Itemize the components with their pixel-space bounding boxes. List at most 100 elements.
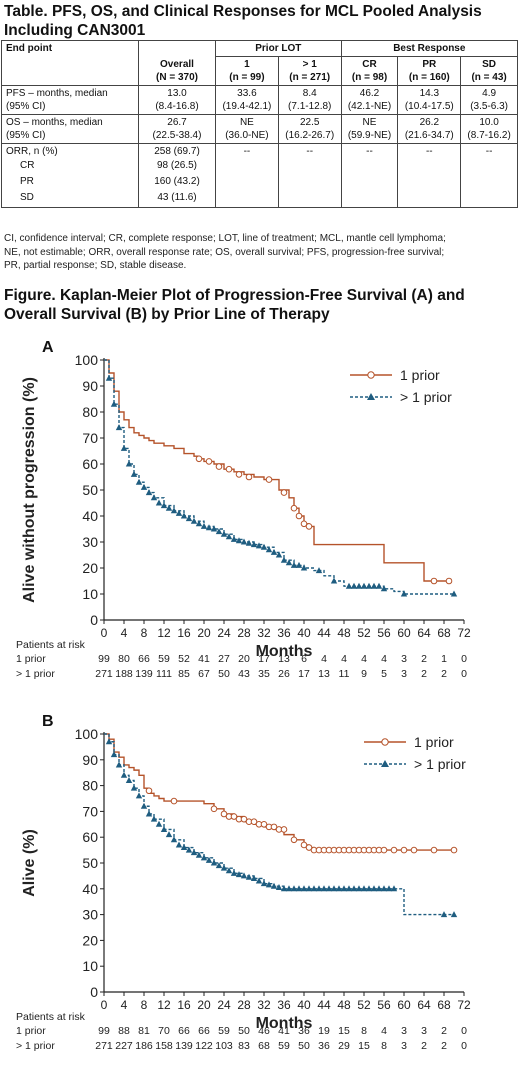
y-tick-label: 20 (82, 560, 98, 576)
risk-table-value: 27 (218, 653, 230, 665)
risk-table-value: 3 (401, 653, 407, 665)
pfs-cell: 4.9 (3.5-6.3) (460, 85, 518, 115)
risk-table-value: 17 (298, 668, 310, 680)
orr-overall-value: 258 (69.7) (154, 146, 200, 157)
censor-marker-gt1-prior (345, 582, 353, 589)
risk-table-value: 13 (278, 653, 290, 665)
censor-marker-gt1-prior (245, 873, 253, 880)
censor-marker-gt1-prior (285, 559, 293, 566)
risk-table-value: 43 (238, 668, 250, 680)
x-tick-label: 24 (217, 998, 231, 1012)
header-pr-label: PR (422, 59, 437, 70)
censor-marker-gt1-prior (210, 525, 218, 532)
censor-marker-gt1-prior (370, 582, 378, 589)
footnote-line: NE, not estimable; ORR, overall response… (4, 246, 445, 258)
y-tick-label: 70 (82, 430, 98, 446)
censor-marker-gt1-prior (180, 844, 188, 851)
risk-table-value: 59 (278, 1040, 290, 1052)
header-lotgt1-n: (n = 271) (289, 72, 331, 83)
orr-dash: -- (397, 143, 462, 208)
figure-title-line2: Overall Survival (B) by Prior Line of Th… (4, 306, 330, 323)
footnote-line: PR, partial response; SD, stable disease… (4, 260, 187, 271)
risk-table-value: 26 (278, 668, 290, 680)
x-tick-label: 28 (237, 998, 251, 1012)
footnote-line: CI, confidence interval; CR, complete re… (4, 233, 446, 244)
os-cell: 26.2 (21.6-34.7) (397, 114, 462, 144)
header-lotgt1-label: > 1 (302, 59, 317, 70)
table-title-line2: Including CAN3001 (4, 22, 146, 39)
x-tick-label: 32 (257, 998, 271, 1012)
y-tick-label: 20 (82, 932, 98, 948)
censor-marker-gt1-prior (250, 541, 258, 548)
censor-marker-gt1-prior (235, 871, 243, 878)
risk-table-row-label: > 1 prior (16, 668, 55, 680)
x-tick-label: 32 (257, 626, 271, 640)
risk-table-value: 2 (421, 653, 427, 665)
x-tick-label: 72 (457, 998, 471, 1012)
risk-table-value: 271 (95, 1040, 113, 1052)
orr-dash: -- (277, 143, 342, 208)
censor-marker-gt1-prior (225, 533, 233, 540)
pfs-label-line2: (95% CI) (6, 101, 46, 112)
censor-marker-gt1-prior (125, 460, 133, 467)
censor-marker-one-prior (305, 523, 313, 530)
risk-table-value: 188 (115, 668, 133, 680)
legend-marker-one-prior (367, 371, 375, 379)
risk-table-value: 3 (401, 1040, 407, 1052)
header-sd: SD (n = 43) (460, 56, 518, 86)
x-tick-label: 68 (437, 626, 451, 640)
censor-marker-gt1-prior (360, 885, 368, 892)
censor-marker-gt1-prior (195, 851, 203, 858)
risk-table-row-label: > 1 prior (16, 1040, 55, 1052)
censor-marker-one-prior (445, 577, 453, 585)
x-tick-label: 20 (197, 998, 211, 1012)
censor-marker-gt1-prior (115, 761, 123, 768)
header-lot1: 1 (n = 99) (215, 56, 279, 86)
x-tick-label: 60 (397, 626, 411, 640)
legend-marker-one-prior (381, 738, 389, 746)
risk-table-value: 50 (298, 1040, 310, 1052)
censor-marker-gt1-prior (195, 520, 203, 527)
table-title-line1: Table. PFS, OS, and Clinical Responses f… (4, 3, 482, 20)
x-tick-label: 20 (197, 626, 211, 640)
censor-marker-gt1-prior (125, 776, 133, 783)
table-row-pfs: PFS – months, median (95% CI) 13.0 (8.4-16… (1, 85, 518, 115)
orr-sub-value: 160 (43.2) (154, 176, 200, 187)
legend-label-gt1-prior: > 1 prior (400, 389, 452, 405)
risk-table-value: 2 (421, 1040, 427, 1052)
censor-marker-gt1-prior (160, 825, 168, 832)
censor-marker-one-prior (265, 476, 273, 483)
risk-table-value: 36 (318, 1040, 330, 1052)
censor-marker-gt1-prior (155, 499, 163, 506)
censor-marker-one-prior (390, 846, 398, 854)
censor-marker-gt1-prior (105, 738, 113, 745)
os-cell: 26.7 (22.5-38.4) (138, 114, 216, 144)
censor-marker-gt1-prior (375, 885, 383, 892)
x-tick-label: 48 (337, 626, 351, 640)
os-cell: 22.5 (16.2-26.7) (277, 114, 342, 144)
censor-marker-one-prior (245, 473, 253, 481)
pfs-cell: 14.3 (10.4-17.5) (397, 85, 462, 115)
censor-marker-gt1-prior (115, 424, 123, 431)
pfs-cell: 33.6 (19.4-42.1) (215, 85, 279, 115)
y-tick-label: 50 (82, 855, 98, 871)
header-lot1-n: (n = 99) (229, 72, 265, 83)
censor-marker-gt1-prior (120, 771, 128, 778)
legend-label-one-prior: 1 prior (400, 367, 440, 383)
pfs-cell: 13.0 (8.4-16.8) (138, 85, 216, 115)
censor-marker-gt1-prior (380, 885, 388, 892)
orr-label-main: ORR, n (%) (6, 146, 58, 157)
risk-table-value: 99 (98, 653, 110, 665)
censor-marker-gt1-prior (145, 810, 153, 817)
figure-title-line1: Figure. Kaplan-Meier Plot of Progression… (4, 287, 465, 304)
censor-marker-gt1-prior (310, 885, 318, 892)
x-tick-label: 16 (177, 626, 191, 640)
censor-marker-one-prior (430, 846, 438, 854)
censor-marker-gt1-prior (250, 874, 258, 881)
risk-table-value: 17 (258, 653, 270, 665)
censor-marker-gt1-prior (365, 582, 373, 589)
censor-marker-gt1-prior (170, 836, 178, 843)
censor-marker-one-prior (270, 823, 278, 831)
risk-table-value: 158 (155, 1040, 173, 1052)
